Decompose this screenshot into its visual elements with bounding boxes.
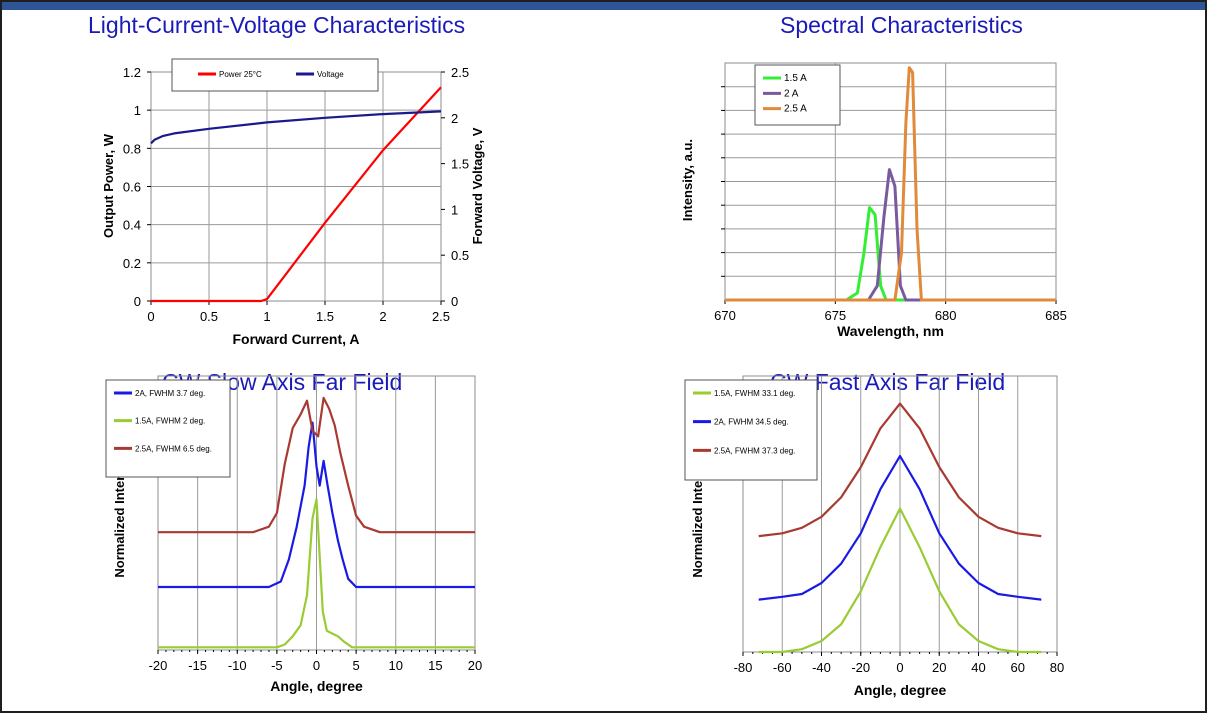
top-bar bbox=[2, 2, 1205, 10]
x-tick-label: 15 bbox=[428, 658, 442, 673]
series-line-2 bbox=[725, 66, 1056, 302]
legend-label-2: 2.5A, FWHM 6.5 deg. bbox=[135, 444, 212, 453]
x-axis-label: Wavelength, nm bbox=[837, 323, 944, 339]
x-tick-label: 675 bbox=[824, 308, 846, 323]
series-line-1 bbox=[150, 110, 442, 145]
x-tick-label: -20 bbox=[149, 658, 168, 673]
legend-label-2: 2.5 A bbox=[784, 104, 807, 115]
x-axis-label: Angle, degree bbox=[854, 682, 947, 698]
y2-tick-label: 1.5 bbox=[451, 157, 469, 172]
x-tick-label: 680 bbox=[935, 308, 957, 323]
x-axis-label: Forward Current, A bbox=[232, 331, 359, 347]
legend-label-0: Power 25°C bbox=[219, 70, 262, 79]
x-tick-label: 80 bbox=[1050, 660, 1064, 675]
legend-box bbox=[684, 379, 818, 481]
x-tick-label: -15 bbox=[188, 658, 207, 673]
x-tick-label: 20 bbox=[468, 658, 482, 673]
series-line-0 bbox=[725, 206, 1056, 302]
y-tick-label: 1.2 bbox=[123, 65, 141, 80]
series-line-2 bbox=[758, 402, 1042, 538]
x-tick-label: -5 bbox=[271, 658, 283, 673]
x-tick-label: 685 bbox=[1045, 308, 1067, 323]
legend-label-1: 1.5A, FWHM 2 deg. bbox=[135, 417, 205, 426]
x-axis-label: Angle, degree bbox=[270, 678, 363, 694]
y2-tick-label: 0.5 bbox=[451, 248, 469, 263]
x-tick-label: 0 bbox=[313, 658, 320, 673]
series-line-1 bbox=[725, 168, 1056, 302]
y-tick-label: 0.2 bbox=[123, 256, 141, 271]
y-tick-label: 1 bbox=[134, 103, 141, 118]
x-tick-label: 40 bbox=[971, 660, 985, 675]
x-tick-label: 670 bbox=[714, 308, 736, 323]
x-tick-label: -20 bbox=[851, 660, 870, 675]
panel-title-liv: Light-Current-Voltage Characteristics bbox=[88, 12, 466, 38]
y-tick-label: 0.4 bbox=[123, 218, 141, 233]
x-tick-label: 1 bbox=[263, 309, 270, 324]
legend-box bbox=[754, 64, 841, 126]
x-tick-label: 5 bbox=[353, 658, 360, 673]
series-line-1 bbox=[158, 498, 475, 649]
y2-tick-label: 1 bbox=[451, 202, 458, 217]
x-tick-label: -60 bbox=[773, 660, 792, 675]
y2-axis-label: Forward Voltage, V bbox=[470, 127, 485, 244]
y2-tick-label: 0 bbox=[451, 294, 458, 309]
x-tick-label: 1.5 bbox=[316, 309, 334, 324]
series-line-2 bbox=[158, 396, 475, 534]
y-axis-label: Normalized Intensity bbox=[690, 450, 705, 578]
y2-tick-label: 2 bbox=[451, 111, 458, 126]
legend-box bbox=[105, 379, 231, 478]
y-tick-label: 0.8 bbox=[123, 141, 141, 156]
x-tick-label: 2 bbox=[379, 309, 386, 324]
legend-label-0: 1.5A, FWHM 33.1 deg. bbox=[714, 389, 795, 398]
x-tick-label: 2.5 bbox=[432, 309, 450, 324]
x-tick-label: -40 bbox=[812, 660, 831, 675]
x-tick-label: 20 bbox=[932, 660, 946, 675]
series-line-0 bbox=[151, 86, 442, 303]
y2-tick-label: 2.5 bbox=[451, 65, 469, 80]
y-tick-label: 0.6 bbox=[123, 180, 141, 195]
y-axis-label: Normalized Intensity bbox=[112, 450, 127, 578]
y-axis-label: Output Power, W bbox=[101, 133, 116, 238]
legend-label-1: 2 A bbox=[784, 88, 799, 99]
legend-label-2: 2.5A, FWHM 37.3 deg. bbox=[714, 446, 795, 455]
x-tick-label: 10 bbox=[389, 658, 403, 673]
x-tick-label: 60 bbox=[1011, 660, 1025, 675]
series-line-0 bbox=[758, 507, 1042, 654]
x-tick-label: 0 bbox=[147, 309, 154, 324]
legend-label-1: 2A, FWHM 34.5 deg. bbox=[714, 418, 789, 427]
panel-title-spectral: Spectral Characteristics bbox=[780, 12, 1023, 38]
y-tick-label: 0 bbox=[134, 294, 141, 309]
series-line-1 bbox=[758, 454, 1042, 601]
y-axis-label: Intensity, a.u. bbox=[680, 139, 695, 221]
series-line-0 bbox=[158, 421, 475, 589]
legend-label-0: 2A, FWHM 3.7 deg. bbox=[135, 389, 205, 398]
x-tick-label: -10 bbox=[228, 658, 247, 673]
x-tick-label: 0.5 bbox=[200, 309, 218, 324]
x-tick-label: -80 bbox=[734, 660, 753, 675]
x-tick-label: 0 bbox=[896, 660, 903, 675]
legend-label-0: 1.5 A bbox=[784, 73, 807, 84]
legend-label-1: Voltage bbox=[317, 70, 344, 79]
